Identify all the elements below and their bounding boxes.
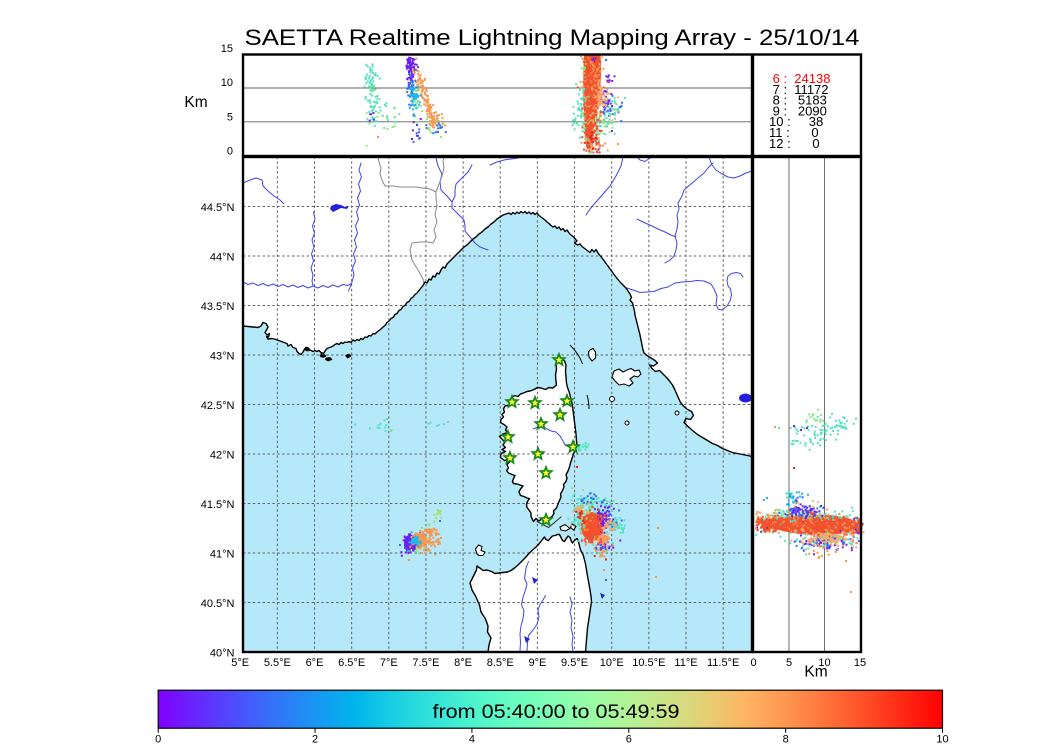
svg-text:11°E: 11°E: [674, 657, 697, 669]
svg-text:SAETTA Realtime Lightning Mapp: SAETTA Realtime Lightning Mapping Array …: [245, 25, 860, 50]
svg-text:10°E: 10°E: [600, 657, 624, 669]
svg-text:5.5°E: 5.5°E: [264, 657, 291, 669]
svg-text:4: 4: [469, 734, 475, 746]
svg-text:6 : 24138: 6 : 24138: [769, 71, 830, 86]
svg-text:5: 5: [786, 657, 792, 669]
svg-text:41.5°N: 41.5°N: [201, 499, 235, 511]
svg-text:9 : 2090: 9 : 2090: [769, 103, 827, 118]
svg-text:10: 10: [818, 657, 830, 669]
svg-text:10: 10: [221, 77, 233, 89]
svg-text:0: 0: [750, 657, 756, 669]
svg-text:8°E: 8°E: [454, 657, 472, 669]
svg-text:44.5°N: 44.5°N: [201, 202, 235, 214]
svg-text:44°N: 44°N: [210, 252, 235, 264]
svg-text:43.5°N: 43.5°N: [201, 301, 235, 313]
svg-text:5: 5: [227, 112, 233, 124]
svg-text:6.5°E: 6.5°E: [338, 657, 365, 669]
svg-text:9°E: 9°E: [528, 657, 546, 669]
svg-text:10: 10: [936, 734, 948, 746]
svg-text:Km: Km: [184, 94, 207, 111]
svg-text:0: 0: [227, 146, 233, 158]
svg-text:from 05:40:00 to 05:49:59: from 05:40:00 to 05:49:59: [433, 702, 680, 723]
svg-text:7°E: 7°E: [380, 657, 398, 669]
svg-text:10.5°E: 10.5°E: [632, 657, 665, 669]
svg-text:43°N: 43°N: [210, 351, 235, 363]
svg-text:40.5°N: 40.5°N: [201, 598, 235, 610]
svg-text:2: 2: [312, 734, 318, 746]
svg-text:42°N: 42°N: [210, 450, 235, 462]
svg-text:42.5°N: 42.5°N: [201, 400, 235, 412]
svg-text:9.5°E: 9.5°E: [561, 657, 588, 669]
svg-text:6: 6: [626, 734, 632, 746]
svg-text:12 : 0: 12 : 0: [769, 136, 820, 151]
svg-text:41°N: 41°N: [210, 549, 235, 561]
svg-text:15: 15: [854, 657, 866, 669]
svg-text:8: 8: [783, 734, 789, 746]
svg-text:7.5°E: 7.5°E: [412, 657, 439, 669]
svg-text:11 : 0: 11 : 0: [769, 125, 819, 140]
svg-text:5°E: 5°E: [231, 657, 249, 669]
svg-text:8 : 5183: 8 : 5183: [769, 93, 827, 108]
svg-text:40°N: 40°N: [210, 648, 235, 660]
svg-text:11.5°E: 11.5°E: [707, 657, 739, 669]
svg-text:6°E: 6°E: [306, 657, 324, 669]
svg-text:10 : 38: 10 : 38: [769, 114, 823, 129]
svg-text:0: 0: [155, 734, 161, 746]
svg-text:7 : 11172: 7 : 11172: [769, 82, 829, 97]
svg-text:8.5°E: 8.5°E: [487, 657, 514, 669]
svg-text:15: 15: [221, 43, 233, 55]
svg-text:Km: Km: [804, 664, 827, 681]
